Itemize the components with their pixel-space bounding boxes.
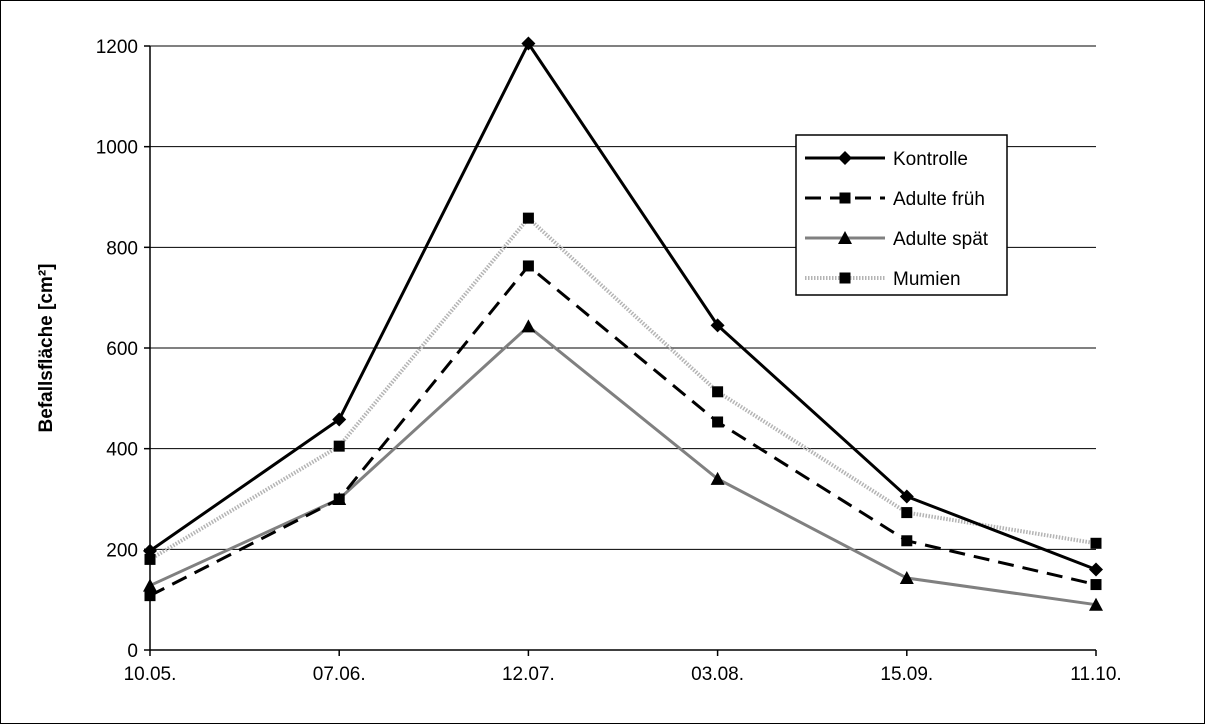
legend-label: Adulte spät [893,229,989,250]
series-line [149,263,1097,597]
data-point [143,578,157,592]
series-line [148,215,1097,562]
legend-item: Adulte früh [805,189,985,210]
x-tick-label: 15.09. [880,664,933,685]
legend-item: Kontrolle [805,149,968,170]
y-tick-label: 600 [106,339,138,360]
legend-item: Mumien [805,269,961,290]
legend-swatch-marker [838,151,852,165]
x-tick-label: 07.06. [313,664,366,685]
legend: Kontrolle Adulte früh Adulte spät Mumien [795,134,1008,296]
legend-item: Adulte spät [805,229,989,250]
series-kontrolle [143,36,1103,577]
y-tick-label: 1200 [96,37,138,58]
legend-box [795,134,1008,296]
x-tick-label: 03.08. [691,664,744,685]
x-tick-label: 10.05. [124,664,177,685]
legend-label: Adulte früh [893,189,985,210]
legend-swatch-marker [839,272,851,284]
series-adulte-spät [143,319,1103,611]
legend-swatch-marker [838,231,852,244]
data-point [333,493,345,505]
data-point [143,543,157,558]
y-tick-label: 200 [106,540,138,561]
series-adulte-früh [144,260,1102,602]
data-point [144,553,156,565]
y-tick-label: 400 [106,440,138,461]
series-mumien [144,212,1102,565]
y-tick-label: 800 [106,238,138,259]
data-point [710,318,725,333]
data-point [899,489,914,504]
data-point [899,571,914,585]
series-line [149,40,1097,571]
data-point [333,440,345,452]
y-tick-labels: 0 200 400 600 800 1000 1200 [96,37,138,662]
series-layer [143,36,1103,611]
data-point [521,319,536,333]
data-point [522,212,534,224]
data-point [1090,579,1102,591]
data-point [1090,537,1102,549]
series-line [149,324,1097,607]
y-axis-title: Befallsfläche [cm²] [36,264,57,433]
data-point [332,412,347,427]
y-tick-label: 1000 [96,138,138,159]
data-point [901,507,913,519]
data-point [521,36,536,51]
y-tick-label: 0 [127,641,138,662]
x-tick-labels: 10.05. 07.06. 12.07. 03.08. 15.09. 11.10. [124,664,1122,685]
data-point [710,471,725,485]
data-point [144,590,156,602]
data-point [1089,562,1103,577]
x-tick-label: 12.07. [502,664,555,685]
data-point [901,535,913,547]
legend-label: Mumien [893,269,961,290]
legend-swatch-marker [839,192,851,204]
x-tick-label: 11.10. [1070,664,1121,685]
legend-label: Kontrolle [893,149,968,170]
data-point [712,386,724,398]
data-point [712,416,724,428]
data-point [1089,597,1103,611]
data-point [522,260,534,272]
